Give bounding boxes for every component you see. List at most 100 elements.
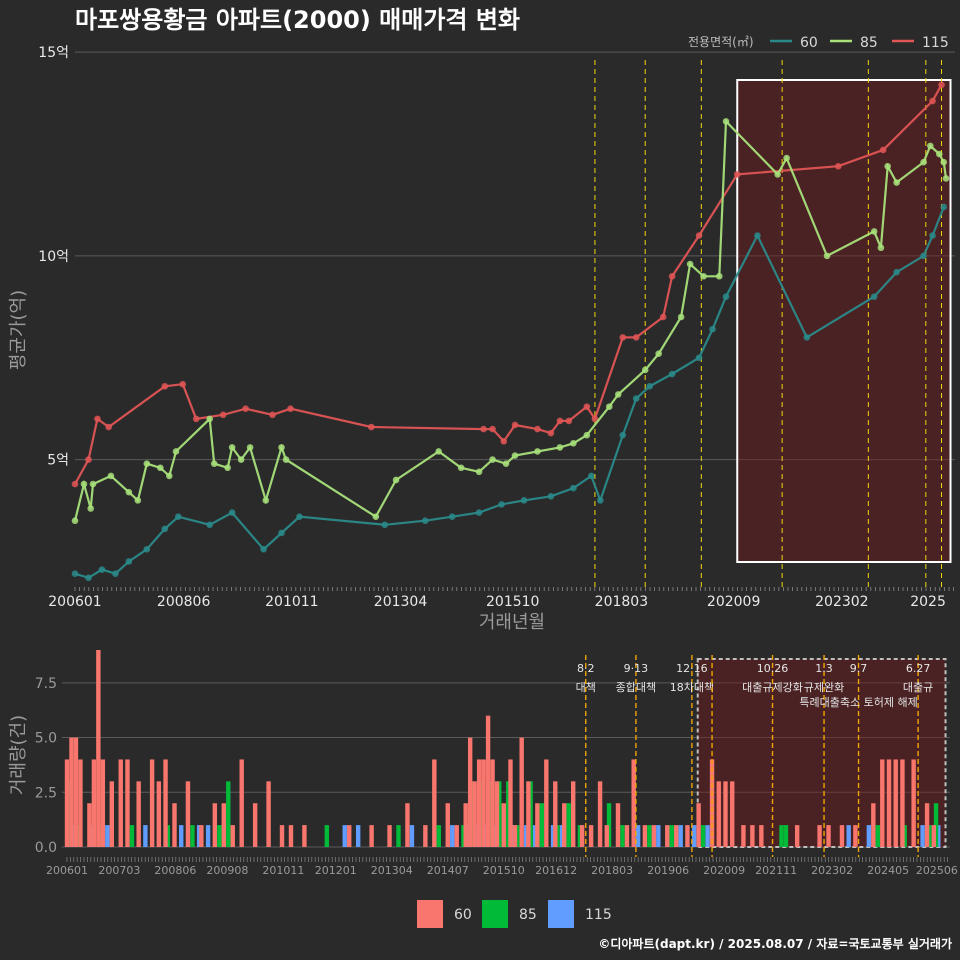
data-point-85	[920, 158, 927, 166]
bar-85	[488, 781, 493, 847]
bottom-x-tick-label: 202506	[916, 864, 958, 877]
bar-115	[920, 825, 925, 847]
data-point-115	[695, 232, 703, 239]
event-name-label: 종합대책	[616, 681, 656, 694]
bar-115	[550, 825, 556, 847]
bar-115	[89, 825, 94, 847]
bar-115	[450, 825, 455, 847]
data-point-85	[71, 517, 79, 525]
data-point-60	[570, 484, 577, 492]
bar-60	[570, 781, 576, 847]
bottom-x-tick-label: 201612	[535, 864, 577, 877]
bar-60	[230, 825, 235, 847]
bar-115	[409, 825, 415, 847]
data-point-115	[94, 415, 101, 423]
event-date-label: 6.27	[906, 662, 931, 675]
bar-85	[470, 781, 475, 847]
bar-60	[893, 759, 898, 847]
bar-85	[927, 825, 932, 847]
top-y-tick-label: 5억	[47, 453, 69, 469]
data-point-85	[143, 460, 151, 467]
bottom-y-tick-label: 5.0	[35, 731, 57, 747]
data-point-115	[489, 425, 496, 433]
event-date-label: 9·13	[624, 662, 649, 675]
bar-60	[347, 825, 352, 847]
bar-60	[553, 781, 558, 847]
data-point-85	[534, 448, 541, 455]
bar-60	[118, 759, 123, 847]
data-point-115	[511, 421, 519, 429]
bar-60	[432, 759, 437, 847]
bar-60	[615, 803, 621, 847]
bar-60	[931, 825, 937, 847]
data-point-60	[588, 472, 595, 480]
bar-85	[67, 781, 72, 847]
event-name-label: 대책	[576, 681, 596, 694]
bar-60	[69, 737, 74, 847]
data-point-115	[480, 425, 487, 433]
bar-85	[165, 825, 170, 847]
data-point-85	[262, 497, 270, 504]
data-point-60	[143, 545, 151, 553]
data-point-115	[368, 423, 375, 431]
data-point-60	[296, 513, 303, 520]
bar-60	[125, 759, 130, 847]
bar-85	[933, 803, 939, 847]
bottom-x-tick-label: 200703	[98, 864, 140, 877]
bar-115	[492, 825, 498, 847]
data-point-85	[715, 272, 723, 280]
bar-60	[476, 759, 482, 847]
bar-85	[700, 825, 706, 847]
bar-115	[656, 825, 661, 847]
data-point-85	[125, 488, 133, 496]
data-point-115	[547, 429, 555, 437]
data-point-115	[534, 425, 541, 433]
bar-60	[604, 825, 609, 847]
data-point-85	[134, 497, 142, 504]
bar-legend-label-60: 60	[454, 907, 472, 923]
bar-60	[839, 825, 845, 847]
bar-115	[691, 825, 697, 847]
data-point-85	[823, 252, 831, 260]
top-y-tick-label: 10억	[38, 249, 69, 265]
data-point-85	[774, 171, 781, 178]
bottom-y-tick-label: 2.5	[35, 785, 57, 801]
data-point-85	[614, 391, 622, 398]
bottom-y-tick-label: 0.0	[35, 840, 57, 856]
data-point-85	[172, 448, 180, 455]
event-name-label: 대출규제강화	[742, 681, 803, 694]
event-name-label: 18차대책	[670, 681, 714, 694]
data-point-115	[879, 146, 887, 154]
data-point-115	[287, 405, 294, 412]
bar-85	[75, 825, 81, 847]
bar-60	[588, 825, 594, 847]
bar-85	[129, 825, 135, 847]
data-point-85	[877, 244, 885, 252]
bar-60	[651, 825, 657, 847]
data-point-85	[475, 468, 483, 476]
bar-85	[436, 825, 442, 847]
bar-60	[149, 759, 155, 847]
data-point-115	[668, 272, 676, 280]
bar-85	[555, 825, 560, 847]
bar-60	[631, 759, 636, 847]
data-point-60	[632, 395, 640, 402]
data-point-60	[709, 325, 716, 333]
bar-60	[423, 825, 428, 847]
data-point-60	[112, 570, 119, 578]
top-gridlines: 5억 10억 15억	[38, 45, 955, 469]
bar-60	[279, 825, 285, 847]
bottom-x-tick-label: 200908	[206, 864, 248, 877]
data-point-85	[884, 162, 891, 170]
bottom-y-axis-title: 거래량(건)	[8, 715, 29, 795]
data-point-85	[80, 480, 88, 488]
top-x-tick-label: 200601	[48, 594, 101, 610]
data-point-60	[260, 545, 267, 553]
bar-60	[665, 825, 670, 847]
bar-60	[64, 759, 70, 847]
event-name-label: 대출규	[903, 681, 933, 694]
data-point-60	[381, 521, 389, 529]
data-point-60	[547, 492, 555, 500]
bar-85	[514, 825, 520, 847]
